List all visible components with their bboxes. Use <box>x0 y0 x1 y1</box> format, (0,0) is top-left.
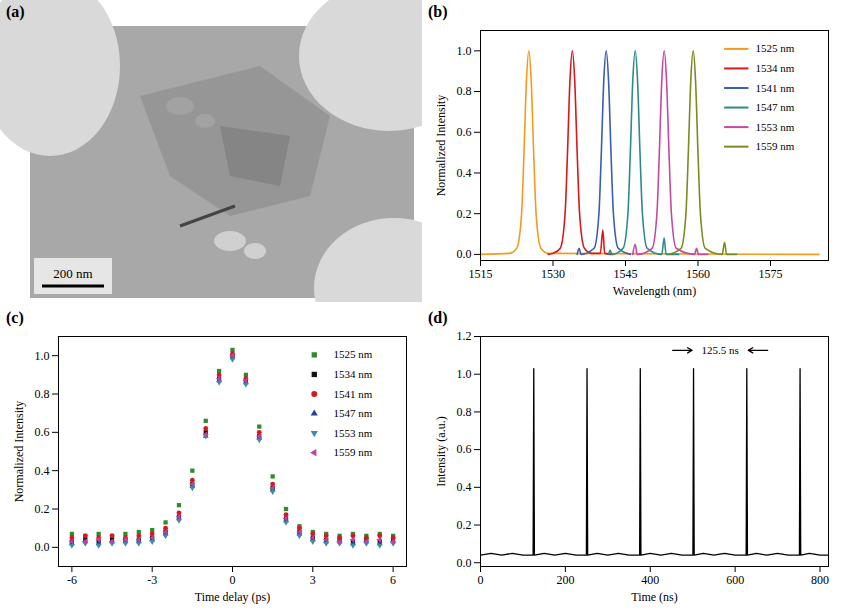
svg-text:-6: -6 <box>67 573 77 587</box>
svg-text:1553 nm: 1553 nm <box>755 121 794 133</box>
html-text:(a): (a) <box>6 3 25 20</box>
svg-text:1541 nm: 1541 nm <box>755 82 794 94</box>
svg-text:0: 0 <box>478 573 484 587</box>
svg-text:Time (ns): Time (ns) <box>631 590 678 604</box>
svg-text:1.2: 1.2 <box>457 329 472 343</box>
svg-text:0.8: 0.8 <box>457 84 472 98</box>
svg-text:0: 0 <box>230 573 236 587</box>
svg-text:0.0: 0.0 <box>35 540 50 554</box>
svg-text:1525 nm: 1525 nm <box>333 348 372 360</box>
svg-text:1575: 1575 <box>759 267 783 281</box>
svg-text:0.2: 0.2 <box>35 502 50 516</box>
svg-text:6: 6 <box>390 573 396 587</box>
svg-text:0.6: 0.6 <box>457 442 472 456</box>
svg-text:1534 nm: 1534 nm <box>755 62 794 74</box>
html-text:(b): (b) <box>428 3 448 20</box>
svg-text:1559 nm: 1559 nm <box>755 140 794 152</box>
svg-text:0.2: 0.2 <box>457 518 472 532</box>
svg-text:0.4: 0.4 <box>457 480 472 494</box>
svg-text:0.8: 0.8 <box>35 387 50 401</box>
svg-text:Time delay (ps): Time delay (ps) <box>195 590 271 604</box>
svg-text:Normalized Intensity: Normalized Intensity <box>434 95 448 197</box>
svg-text:1534 nm: 1534 nm <box>333 368 372 380</box>
svg-text:1545: 1545 <box>614 267 638 281</box>
html-text:(c): (c) <box>6 309 24 326</box>
html-text:(d): (d) <box>428 309 448 326</box>
svg-text:200: 200 <box>556 573 574 587</box>
svg-text:1559 nm: 1559 nm <box>333 446 372 458</box>
svg-text:0.0: 0.0 <box>457 556 472 570</box>
svg-text:-3: -3 <box>147 573 157 587</box>
svg-text:1.0: 1.0 <box>457 367 472 381</box>
svg-text:0.2: 0.2 <box>457 207 472 221</box>
svg-text:1515: 1515 <box>469 267 493 281</box>
svg-text:1.0: 1.0 <box>35 349 50 363</box>
svg-text:200 nm: 200 nm <box>53 266 92 281</box>
svg-text:600: 600 <box>726 573 744 587</box>
svg-text:0.6: 0.6 <box>35 425 50 439</box>
svg-text:1547 nm: 1547 nm <box>755 101 794 113</box>
svg-text:0.6: 0.6 <box>457 125 472 139</box>
svg-text:0.4: 0.4 <box>457 166 472 180</box>
svg-text:0.8: 0.8 <box>457 405 472 419</box>
svg-text:1541 nm: 1541 nm <box>333 388 372 400</box>
svg-text:1.0: 1.0 <box>457 44 472 58</box>
svg-text:1547 nm: 1547 nm <box>333 407 372 419</box>
svg-text:1525 nm: 1525 nm <box>755 42 794 54</box>
svg-text:400: 400 <box>641 573 659 587</box>
svg-text:1560: 1560 <box>686 267 710 281</box>
svg-text:1553 nm: 1553 nm <box>333 427 372 439</box>
svg-text:Normalized Intensity: Normalized Intensity <box>12 401 26 503</box>
svg-text:0.4: 0.4 <box>35 464 50 478</box>
svg-text:125.5 ns: 125.5 ns <box>702 344 739 356</box>
svg-text:0.0: 0.0 <box>457 247 472 261</box>
svg-text:1530: 1530 <box>541 267 565 281</box>
svg-text:800: 800 <box>811 573 829 587</box>
svg-text:Intensity (a.u.): Intensity (a.u.) <box>434 416 448 486</box>
svg-text:3: 3 <box>310 573 316 587</box>
svg-text:Wavelength (nm): Wavelength (nm) <box>613 284 696 298</box>
